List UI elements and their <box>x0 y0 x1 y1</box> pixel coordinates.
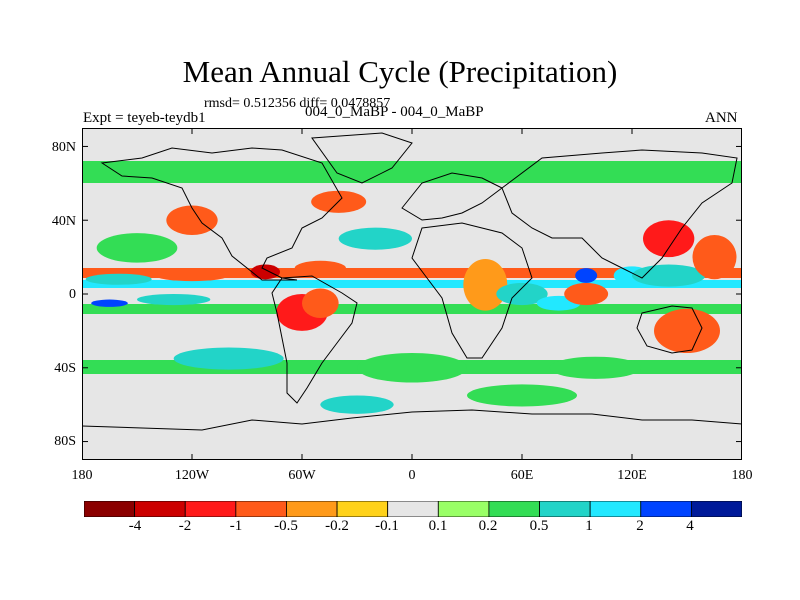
colorbar-label-2: -1 <box>229 518 243 534</box>
precipitation-map <box>82 128 742 460</box>
contour-feature-3 <box>294 260 346 276</box>
colorbar-label-10: 2 <box>636 518 644 534</box>
colorbar-swatch-5 <box>336 501 389 517</box>
australia-outline <box>636 305 703 354</box>
contour-feature-15 <box>564 282 609 306</box>
case-label: 004_0_MaBP - 004_0_MaBP <box>305 104 484 120</box>
colorbar-label-5: -0.1 <box>375 518 399 534</box>
lon-label-60e: 60E <box>510 468 534 483</box>
continent-outlines <box>82 132 742 431</box>
contour-feature-19 <box>632 264 706 287</box>
plot-title: Mean Annual Cycle (Precipitation) <box>182 54 618 89</box>
colorbar-swatch-11 <box>640 501 692 517</box>
map-background <box>82 128 742 460</box>
lat-label-80s: 80S <box>54 434 76 449</box>
colorbar-swatch-12 <box>690 501 742 517</box>
contour-feature-13 <box>496 282 548 306</box>
colorbar-label-11: 4 <box>686 518 694 534</box>
colorbar-label-4: -0.2 <box>325 518 349 534</box>
statistics-text: rmsd= 0.512356 diff= 0.0478857 <box>204 96 391 111</box>
season-label: ANN <box>705 110 738 126</box>
contour-feature-9 <box>166 205 218 235</box>
colorbar-swatch-2 <box>184 501 237 517</box>
colorbar-label-8: 0.5 <box>529 518 549 534</box>
lat-label-80n: 80N <box>51 140 76 155</box>
europe-outline <box>401 172 503 221</box>
colorbar-label-9: 1 <box>585 518 593 534</box>
south-america-outline <box>271 275 358 404</box>
band-south-tropics <box>82 304 742 314</box>
asia-outline <box>501 149 738 279</box>
north-america-outline <box>100 147 343 281</box>
axis-ticks <box>82 128 742 460</box>
lon-label-60w: 60W <box>288 468 316 483</box>
antarctica-outline <box>82 409 742 431</box>
contour-feature-24 <box>549 356 642 379</box>
colorbar-swatch-6 <box>387 501 439 517</box>
contour-feature-7 <box>302 288 339 318</box>
colorbar-label-3: -0.5 <box>274 518 298 534</box>
band-equator <box>82 280 742 288</box>
lat-label-eq: 0 <box>69 287 76 302</box>
contour-feature-16 <box>575 268 598 283</box>
contour-feature-2 <box>250 264 280 280</box>
colorbar-label-7: 0.2 <box>478 518 498 534</box>
colorbar-label-6: 0.1 <box>428 518 448 534</box>
contour-feature-12 <box>463 258 508 311</box>
contour-feature-22 <box>173 347 284 370</box>
colorbar-swatch-1 <box>134 501 186 517</box>
colorbar-swatch-8 <box>488 501 540 517</box>
colorbar-label-1: -2 <box>178 518 192 534</box>
colorbar-label-0: -4 <box>128 518 142 534</box>
contour-feature-11 <box>338 227 413 250</box>
contour-feature-20 <box>654 308 720 354</box>
contour-feature-1 <box>155 270 229 282</box>
colorbar <box>84 501 742 517</box>
band-north <box>82 161 742 183</box>
colorbar-swatch-10 <box>589 501 642 517</box>
contour-feature-5 <box>137 294 211 306</box>
lon-label-120e: 120E <box>617 468 647 483</box>
contour-feature-8 <box>96 233 178 263</box>
lon-label-120w: 120W <box>174 468 210 483</box>
lon-label-0: 0 <box>408 468 416 483</box>
lat-label-40s: 40S <box>54 361 76 376</box>
colorbar-swatch-7 <box>437 501 490 517</box>
contour-feature-4 <box>91 299 128 307</box>
contour-feature-26 <box>467 384 577 407</box>
africa-outline <box>411 222 533 359</box>
contour-feature-18 <box>643 220 695 258</box>
colorbar-swatch-3 <box>235 501 287 517</box>
contour-feature-23 <box>357 353 467 383</box>
contour-feature-0 <box>85 273 152 285</box>
contour-features <box>85 190 737 414</box>
contour-feature-21 <box>692 234 737 280</box>
lon-label-180w: 180 <box>71 468 93 483</box>
colorbar-swatch-9 <box>539 501 591 517</box>
colorbar-swatch-4 <box>286 501 338 517</box>
contour-feature-25 <box>320 395 394 414</box>
lat-label-40n: 40N <box>51 214 76 229</box>
lon-label-180e: 180 <box>731 468 753 483</box>
colorbar-swatch-0 <box>84 501 136 517</box>
greenland-outline <box>311 132 413 184</box>
experiment-label: Expt = teyeb-teydb1 <box>83 110 206 126</box>
band-itcz-north <box>82 268 742 278</box>
